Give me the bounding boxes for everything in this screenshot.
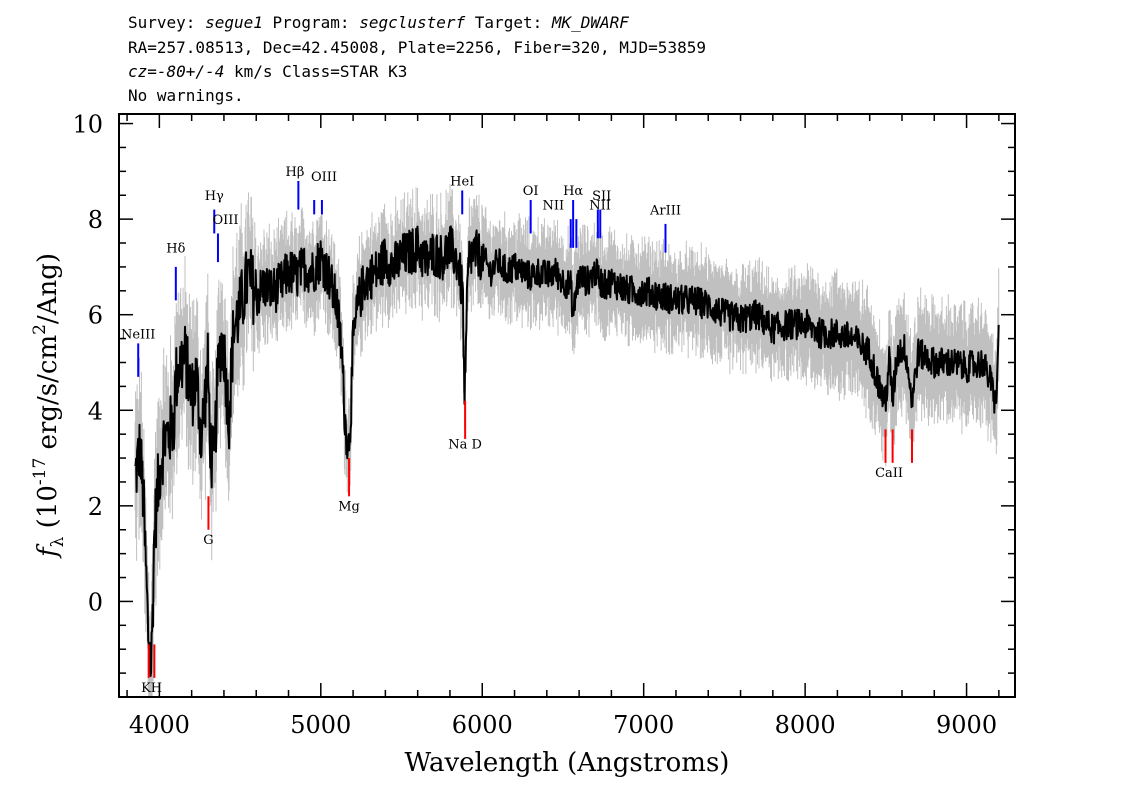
x-tick-label: 7000	[613, 711, 674, 739]
axis-ticks-layer: 4000 5000 6000 7000 8000 9000 0 2 4 6 8 10	[72, 111, 1015, 739]
y-tick-label: 6	[88, 302, 103, 330]
y-axis-title: fλ (10-17 erg/s/cm2/Ang)	[30, 253, 68, 559]
emission-line-label: Hβ	[286, 165, 305, 180]
emission-line-label: ArIII	[649, 203, 681, 218]
x-tick-label: 8000	[775, 711, 836, 739]
error-band	[134, 184, 1000, 697]
plot-frame	[118, 113, 1016, 698]
x-tick-label: 9000	[936, 711, 997, 739]
target-prefix: Target:	[465, 13, 552, 32]
y-tick-label: 10	[72, 111, 103, 139]
header-line-redshift: cz=-80+/-4 km/s Class=STAR K3	[128, 63, 407, 81]
survey-value: segue1	[205, 13, 263, 32]
y-axis-title-exponent-sup: -17	[30, 458, 50, 485]
emission-line-label: Hδ	[166, 242, 185, 257]
target-value: MK_DWARF	[551, 13, 629, 32]
emission-line-label: HeI	[450, 175, 474, 190]
emission-line-label: OIII	[213, 213, 239, 228]
y-tick-label: 0	[88, 588, 103, 616]
emission-line-label: NeIII	[121, 328, 155, 343]
header-line-survey: Survey: segue1 Program: segclusterf Targ…	[128, 14, 629, 32]
header-line-coordinates: RA=257.08513, Dec=42.45008, Plate=2256, …	[128, 38, 706, 57]
x-axis-title: Wavelength (Angstroms)	[405, 748, 730, 778]
emission-line-label: SII	[592, 189, 611, 204]
y-tick-label: 4	[88, 397, 103, 425]
y-axis-title-unit-part-1: (10	[33, 485, 63, 537]
x-tick-label: 6000	[452, 711, 513, 739]
y-axis-title-unit-part-2: erg/s/cm	[33, 335, 63, 458]
cz-rest: km/s Class=STAR K3	[224, 62, 408, 81]
cz-value: =-80+/-4	[147, 62, 225, 81]
x-tick-label: 5000	[290, 711, 351, 739]
x-tick-label: 4000	[129, 711, 190, 739]
y-axis-title-cm-exponent-sup: 2	[30, 324, 50, 335]
emission-line-label: OIII	[311, 170, 337, 185]
y-axis-title-lambda-subscript: λ	[48, 536, 68, 547]
flux-series-line	[134, 225, 1000, 677]
absorption-line-label: Mg	[338, 500, 360, 515]
absorption-line-label: CaII	[875, 466, 903, 481]
y-axis-title-unit-part-3: /Ang)	[33, 253, 63, 324]
emission-line-label: Hα	[563, 184, 583, 199]
survey-prefix: Survey:	[128, 13, 206, 32]
emission-line-label: NII	[589, 199, 611, 214]
program-value: segclusterf	[359, 13, 466, 32]
absorption-line-label: Na D	[448, 438, 482, 453]
emission-line-label: OI	[523, 184, 539, 199]
absorption-line-label: KH	[141, 681, 162, 696]
y-tick-label: 2	[88, 493, 103, 521]
error-band-layer	[134, 184, 1000, 697]
absorption-line-label: G	[203, 533, 213, 548]
cz-label: cz	[128, 62, 148, 81]
program-prefix: Program:	[262, 13, 360, 32]
header-line-warnings: No warnings.	[128, 86, 244, 105]
emission-line-label: NII	[542, 199, 564, 214]
emission-line-label: Hγ	[205, 189, 224, 204]
flux-layer	[134, 225, 1000, 677]
y-tick-label: 8	[88, 206, 103, 234]
